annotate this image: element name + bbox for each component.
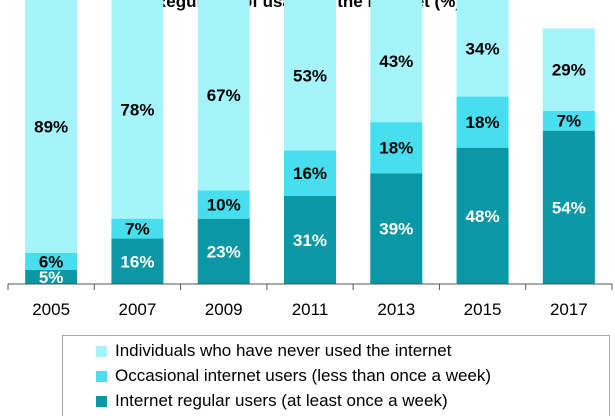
legend-item-occasional: Occasional internet users (less than onc…: [96, 365, 491, 387]
data-label-occasional-internet-2007: 7%: [125, 220, 150, 239]
chart-area: 5%6% 89% 16% 7% 78% 23% 10% 67% 31% 16% 53% 39% 18% 4…: [7, 0, 613, 319]
x-tick-label-2005: 2005: [32, 300, 70, 319]
bar-occasional-internet-2013: [370, 122, 423, 174]
bar-occasional-internet-2015: [456, 96, 509, 148]
bar-individuals-who-2005: [25, 0, 78, 253]
legend-label-occasional: Occasional internet users (less than onc…: [115, 366, 492, 385]
data-label-internet-regular-2009: 23%: [207, 242, 241, 261]
x-tick-label-2017: 2017: [550, 300, 588, 319]
bar-occasional-internet-2011: [284, 150, 336, 196]
data-label-internet-regular-2011: 31%: [293, 231, 327, 250]
bar-individuals-who-2009: [197, 0, 250, 191]
x-tick-labels: 2005 2007 2009 2011 2013 2015 2017: [32, 300, 588, 319]
x-tick-label-2011: 2011: [292, 300, 329, 319]
data-label-occasional-internet-2011: 16%: [293, 164, 327, 183]
x-tick-label-2013: 2013: [377, 300, 415, 319]
legend-swatch-never-used: [96, 345, 107, 357]
data-label-internet-regular-2017: 54%: [552, 198, 586, 217]
bar-occasional-internet-2007: [111, 218, 164, 239]
data-label-individuals-who-2017: 29%: [552, 61, 586, 80]
legend-item-never-used: Individuals who have never used the inte…: [96, 340, 451, 362]
x-tick-label-2009: 2009: [205, 300, 243, 319]
data-label-individuals-who-2007: 78%: [120, 100, 154, 119]
bar-internet-regular-2007: [111, 238, 164, 284]
data-label-occasional-internet-2013: 18%: [379, 139, 413, 158]
bar-individuals-who-2007: [111, 0, 164, 219]
data-label-occasional-internet-2017: 7%: [557, 112, 582, 131]
data-label-individuals-who-2011: 53%: [293, 66, 327, 85]
value-labels-group: 5%6% 89% 16% 7% 78% 23% 10% 67% 31% 16% 53% 39% 18% 4…: [34, 39, 586, 287]
bar-occasional-internet-2005: [25, 252, 78, 270]
data-label-individuals-who-2005: 89%: [34, 117, 68, 136]
data-label-occasional-internet-2009: 10%: [207, 195, 241, 214]
bar-internet-regular-2011: [284, 195, 336, 284]
legend: Individuals who have never used the inte…: [62, 335, 610, 416]
bar-individuals-who-2011: [284, 0, 336, 151]
bar-occasional-internet-2009: [197, 190, 250, 219]
bar-internet-regular-2015: [456, 147, 509, 284]
data-label-occasional-internet-2015: 18%: [466, 113, 500, 132]
x-tick-label-2007: 2007: [119, 300, 157, 319]
x-axis: [7, 283, 613, 290]
bars-group: [25, 0, 595, 284]
bar-individuals-who-2013: [370, 0, 423, 123]
bar-internet-regular-2013: [370, 173, 423, 284]
legend-swatch-occasional: [96, 370, 107, 382]
bar-individuals-who-2017: [542, 28, 595, 111]
data-label-occasional-internet-2005: 6%: [39, 252, 64, 271]
bar-internet-regular-2017: [542, 130, 595, 284]
data-label-internet-regular-2007: 16%: [120, 252, 154, 271]
data-label-internet-regular-2015: 48%: [466, 207, 500, 226]
bar-internet-regular-2005: [25, 269, 78, 284]
legend-swatch-regular: [96, 395, 107, 407]
data-label-individuals-who-2009: 67%: [207, 86, 241, 105]
bar-individuals-who-2015: [456, 0, 509, 97]
legend-label-never-used: Individuals who have never used the inte…: [115, 341, 452, 360]
data-label-individuals-who-2013: 43%: [379, 52, 413, 71]
legend-item-regular: Internet regular users (at least once a …: [96, 390, 448, 412]
bar-internet-regular-2009: [197, 218, 250, 284]
bar-occasional-internet-2017: [542, 110, 595, 131]
data-label-internet-regular-2005: 5%: [39, 268, 64, 287]
data-label-individuals-who-2015: 34%: [466, 39, 500, 58]
x-tick-label-2015: 2015: [464, 300, 502, 319]
data-label-internet-regular-2013: 39%: [379, 220, 413, 239]
legend-label-regular: Internet regular users (at least once a …: [115, 391, 448, 410]
